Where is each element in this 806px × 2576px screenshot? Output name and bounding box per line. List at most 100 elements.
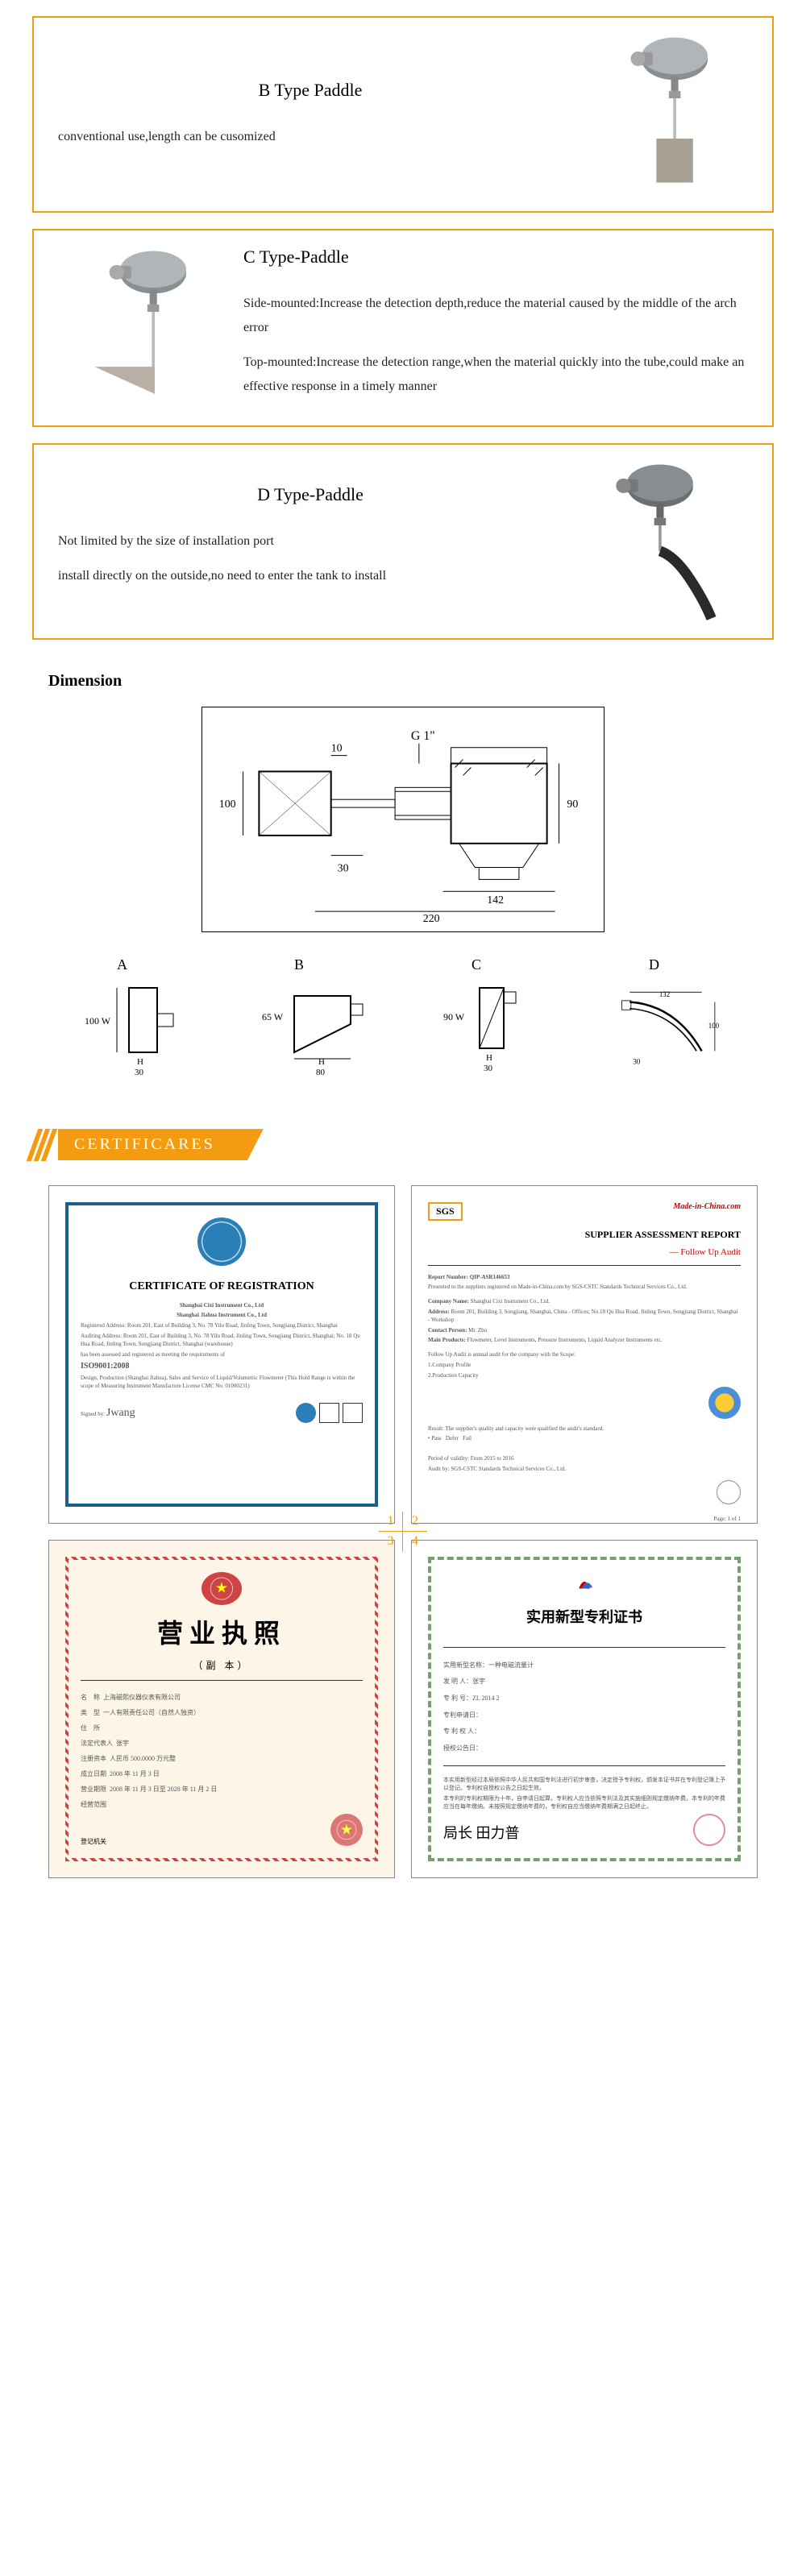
cert4-body: 实用新型名称：一种电磁流量计 发 明 人：张宇 专 利 号：ZL 2014 2 … [443, 1656, 725, 1758]
certificates-title: CERTIFICARES [58, 1129, 264, 1160]
dim-variant-c: C 90 W H 30 [439, 956, 544, 1081]
cert-num-1: 1 [379, 1512, 403, 1532]
cert3-title: 营业执照 [157, 1613, 286, 1650]
national-emblem-icon [202, 1572, 242, 1605]
card-b-title: B Type Paddle [58, 80, 563, 101]
card-d-desc2: install directly on the outside,no need … [58, 564, 563, 588]
dim-220: 220 [423, 913, 440, 923]
card-d-title: D Type-Paddle [58, 484, 563, 505]
svg-text:100 W: 100 W [85, 1015, 111, 1027]
mic-logo: Made-in-China.com [673, 1202, 741, 1221]
card-b-type: B Type Paddle conventional use,length ca… [32, 16, 774, 213]
cert2-header: SGS Made-in-China.com [428, 1202, 741, 1221]
card-d-desc: Not limited by the size of installation … [58, 529, 563, 588]
cas-badge-icon [197, 1217, 246, 1266]
cert4-title: 实用新型专利证书 [526, 1606, 642, 1627]
cert2-title: SUPPLIER ASSESSMENT REPORT [428, 1229, 741, 1241]
patent-logo-icon [568, 1572, 600, 1594]
card-d-text: D Type-Paddle Not limited by the size of… [58, 484, 563, 598]
card-c-desc: Side-mounted:Increase the detection dept… [243, 292, 748, 400]
card-c-type: C Type-Paddle Side-mounted:Increase the … [32, 229, 774, 427]
certificate-1: CERTIFICATE OF REGISTRATION Shanghai Cix… [48, 1185, 395, 1524]
dimension-variants: A 100 W H 30 B 65 W H 80 C [48, 956, 758, 1081]
seal-icon [296, 1403, 316, 1423]
cert1-std: ISO9001:2008 [81, 1361, 363, 1372]
card-c-title: C Type-Paddle [243, 247, 748, 268]
cert1-signed: Signed by: [81, 1411, 105, 1417]
audit-badge-icon [708, 1387, 741, 1419]
dim-a-label: A [85, 956, 189, 973]
dim-142: 142 [487, 894, 504, 906]
dimension-main-svg: G 1" 10 100 30 [210, 716, 596, 923]
dim-c-label: C [439, 956, 544, 973]
cert3-sub: （副 本） [193, 1658, 250, 1672]
sgs-stamp-icon [717, 1480, 741, 1504]
paddle-d-icon [595, 461, 740, 622]
cert1-company2: Shanghai Jiahua Instrument Co., Ltd [81, 1312, 363, 1320]
card-d-type: D Type-Paddle Not limited by the size of… [32, 443, 774, 640]
dim-g1: G 1" [411, 728, 435, 742]
card-b-text: B Type Paddle conventional use,length ca… [58, 80, 563, 149]
svg-text:100: 100 [708, 1022, 720, 1030]
cert-number-cross: 1 2 3 4 [379, 1512, 427, 1552]
card-c-text: C Type-Paddle Side-mounted:Increase the … [243, 247, 748, 409]
cert4-sig: 局长 田力普 [443, 1822, 520, 1843]
dimension-title: Dimension [48, 672, 758, 691]
svg-text:80: 80 [316, 1068, 326, 1076]
svg-text:H: H [486, 1053, 492, 1063]
dim-b-label: B [262, 956, 367, 973]
cert-num-4: 4 [403, 1532, 427, 1552]
svg-text:30: 30 [484, 1064, 493, 1073]
dim-90: 90 [567, 799, 578, 811]
certificates-grid: 1 2 3 4 CERTIFICATE OF REGISTRATION Shan… [48, 1185, 758, 1878]
cert3-reg: 登记机关 [81, 1837, 106, 1846]
cert1-company: Shanghai Cixi Instrument Co., Ltd [81, 1302, 363, 1310]
cert-num-3: 3 [379, 1532, 403, 1552]
dimension-main-drawing: G 1" 10 100 30 [202, 707, 604, 932]
svg-text:65 W: 65 W [262, 1011, 284, 1023]
dim-variant-a: A 100 W H 30 [85, 956, 189, 1081]
certificates-header: CERTIFICARES [32, 1129, 774, 1161]
card-b-image [587, 34, 748, 195]
svg-text:30: 30 [633, 1057, 640, 1065]
paddle-b-icon [595, 34, 740, 195]
seal-icon [343, 1403, 363, 1423]
svg-text:132: 132 [659, 990, 670, 998]
dim-a-svg: 100 W H 30 [85, 980, 189, 1076]
card-c-desc1: Side-mounted:Increase the detection dept… [243, 292, 748, 341]
dim-variant-d: D 132 100 30 [617, 956, 721, 1081]
cert-num-2: 2 [403, 1512, 427, 1532]
dim-100: 100 [219, 799, 236, 811]
cert2-body: Report Number: QIP-ASR146653 Presented t… [428, 1274, 741, 1524]
dim-d-svg: 132 100 30 [617, 980, 721, 1076]
red-seal-icon [330, 1814, 363, 1846]
certificate-4: 实用新型专利证书 实用新型名称：一种电磁流量计 发 明 人：张宇 专 利 号：Z… [411, 1540, 758, 1878]
sgs-logo: SGS [428, 1202, 463, 1221]
svg-text:90 W: 90 W [443, 1011, 465, 1023]
dim-b-svg: 65 W H 80 [262, 980, 367, 1076]
svg-text:H: H [137, 1057, 143, 1067]
cert3-body: 名 称 上海磁熙仪器仪表有限公司 类 型 一人有限责任公司（自然人独资） 住 所… [81, 1689, 363, 1814]
dim-variant-b: B 65 W H 80 [262, 956, 367, 1081]
dim-d-label: D [617, 956, 721, 973]
svg-text:30: 30 [135, 1068, 144, 1076]
paddle-c-icon [66, 247, 211, 409]
card-c-image [58, 247, 219, 409]
certificate-2: SGS Made-in-China.com SUPPLIER ASSESSMEN… [411, 1185, 758, 1524]
dimension-section: Dimension G 1" 10 100 [48, 672, 758, 1081]
cert1-body: Shanghai Cixi Instrument Co., Ltd Shangh… [81, 1300, 363, 1423]
patent-seal-icon [693, 1814, 725, 1846]
cert-stripes-icon [32, 1129, 52, 1161]
card-d-image [587, 461, 748, 622]
card-b-desc: conventional use,length can be cusomized [58, 125, 563, 149]
card-d-desc1: Not limited by the size of installation … [58, 529, 563, 554]
dim-30: 30 [338, 862, 349, 874]
dim-10: 10 [331, 742, 343, 754]
certificate-3: 营业执照 （副 本） 名 称 上海磁熙仪器仪表有限公司 类 型 一人有限责任公司… [48, 1540, 395, 1878]
cert1-title: CERTIFICATE OF REGISTRATION [129, 1280, 314, 1293]
cert4-note: 本实用新型经过本局依照中华人民共和国专利法进行初步审查，决定授予专利权，颁发本证… [443, 1774, 725, 1813]
cert2-sub: — Follow Up Audit [428, 1247, 741, 1257]
seal-icon [319, 1403, 339, 1423]
dim-c-svg: 90 W H 30 [439, 980, 544, 1076]
card-c-desc2: Top-mounted:Increase the detection range… [243, 351, 748, 400]
